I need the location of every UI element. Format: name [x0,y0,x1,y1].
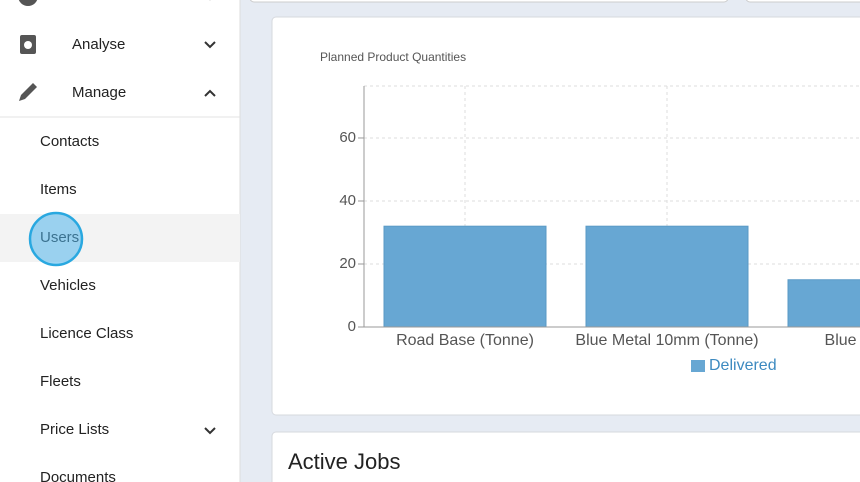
y-tick-label: 20 [339,255,356,272]
manage-icon [19,83,37,101]
chart-card [271,16,860,416]
menu-item[interactable]: Finance [72,0,125,4]
click-indicator [28,211,84,267]
submenu-item[interactable]: Items [40,181,77,198]
analyse-icon-lens [24,41,32,49]
jobs-title: Active Jobs [288,449,401,474]
chevron [204,427,216,435]
submenu-item[interactable]: Documents [40,469,116,482]
x-tick-label: Road Base (Tonne) [396,332,534,349]
menu-item[interactable]: Analyse [72,36,125,53]
submenu-item[interactable]: Contacts [40,133,99,150]
menu-item[interactable]: Manage [72,84,126,101]
top-box [249,0,729,3]
bar [787,279,860,328]
chevron [204,41,216,49]
submenu-item[interactable]: Price Lists [40,421,109,438]
submenu-item[interactable]: Vehicles [40,277,96,294]
y-tick-label: 0 [348,318,356,335]
jobs-card [271,431,860,482]
chart-title: Planned Product Quantities [320,50,466,64]
submenu-item[interactable]: Licence Class [40,325,133,342]
finance-icon [18,0,38,6]
legend-label[interactable]: Delivered [709,357,777,374]
x-tick-label: Blue Metal 2 [825,332,860,349]
x-tick-label: Blue Metal 10mm (Tonne) [575,332,758,349]
submenu-item[interactable]: Fleets [40,373,81,390]
y-tick-label: 60 [339,129,356,146]
chevron [204,89,216,97]
top-box [745,0,860,3]
bar [585,225,749,328]
y-tick-label: 40 [339,192,356,209]
bar [383,225,547,328]
legend-swatch [691,360,705,372]
